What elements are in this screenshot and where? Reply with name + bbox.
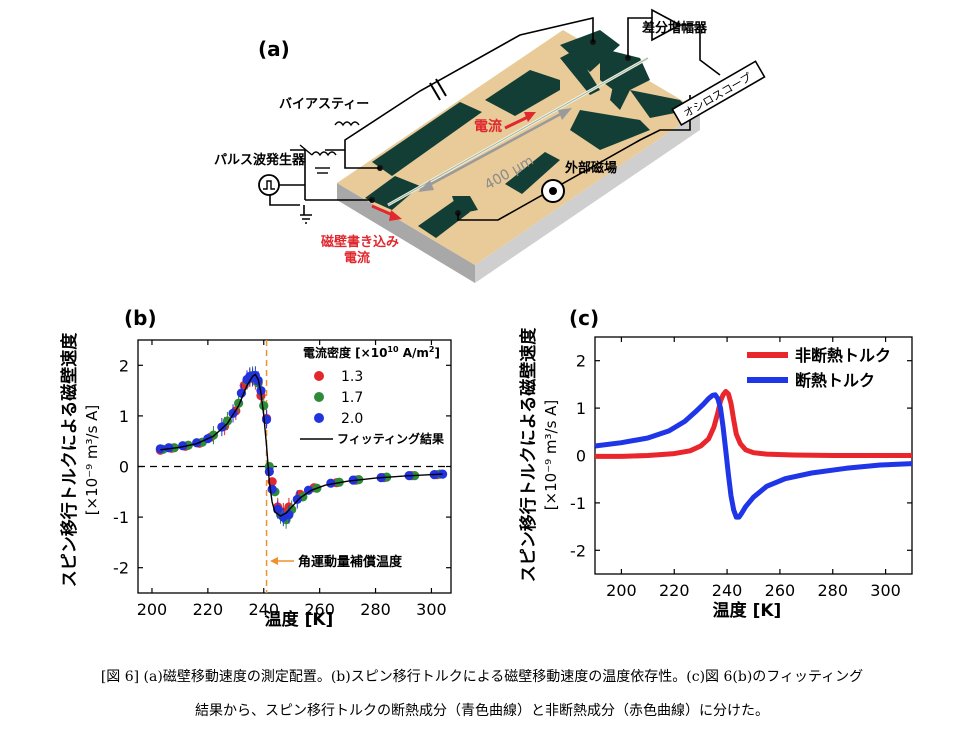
legend-fit-label: フィッティング結果 bbox=[337, 431, 444, 446]
x-tick-label: 200 bbox=[606, 581, 637, 600]
x-tick-label: 240 bbox=[712, 581, 743, 600]
legend-label-1.7: 1.7 bbox=[341, 390, 363, 406]
write-current-label-2: 電流 bbox=[344, 250, 370, 266]
y-tick-label: -1 bbox=[570, 494, 586, 513]
annotation-arrow-head bbox=[270, 557, 278, 565]
length-arrow bbox=[419, 108, 569, 192]
panel-c-chart: (c) スピン移行トルクによる磁壁速度 [×10⁻⁹ m³/s A] 200 22… bbox=[518, 306, 913, 621]
panel-c-ylabel-1: スピン移行トルクによる磁壁速度 bbox=[518, 327, 539, 582]
data-point-2.0 bbox=[192, 438, 202, 448]
oscilloscope-box: オシロスコープ bbox=[671, 60, 766, 127]
external-field-dot bbox=[549, 187, 557, 195]
nanowire-edge bbox=[387, 57, 649, 206]
panel-b-legend: 電流密度 [×1010 A/m2] 1.3 1.7 2.0 フィッティング結果 bbox=[300, 345, 444, 446]
legend-label-1.3: 1.3 bbox=[341, 369, 363, 385]
x-tick-label: 220 bbox=[193, 600, 224, 619]
data-point-2.0 bbox=[284, 509, 294, 520]
legend-label-adiabatic: 断熱トルク bbox=[795, 371, 875, 390]
x-tick-label: 260 bbox=[304, 600, 335, 619]
legend-label-2.0: 2.0 bbox=[341, 411, 363, 427]
panel-c-label: (c) bbox=[569, 306, 599, 330]
legend-marker-1.3 bbox=[314, 371, 324, 381]
pulse-icon bbox=[263, 180, 275, 190]
data-point-2.0 bbox=[267, 484, 277, 494]
panel-c-ylabel-2: [×10⁻⁹ m³/s A] bbox=[542, 400, 560, 511]
panel-c-legend: 非断熱トルク 断熱トルク bbox=[747, 346, 891, 390]
panel-b-plot-area: 200 220 240 260 280 300 -2 -1 0 1 2 bbox=[113, 339, 452, 619]
data-point-1.7 bbox=[259, 401, 269, 411]
data-point-2.0 bbox=[326, 478, 336, 488]
current-arrow bbox=[504, 114, 531, 130]
external-field-label: 外部磁場 bbox=[564, 160, 617, 176]
y-tick-label: 1 bbox=[576, 399, 586, 418]
series-line-adiabatic bbox=[594, 392, 913, 520]
wiring bbox=[269, 16, 691, 221]
y-tick-label: 1 bbox=[119, 407, 129, 426]
x-tick-label: 240 bbox=[248, 600, 279, 619]
panel-b-ylabel-1: スピン移行トルクによる磁壁速度 bbox=[59, 332, 80, 587]
current-arrow-head bbox=[524, 112, 536, 122]
panel-b-ylabel-2: [×10⁻⁹ m³/s A] bbox=[83, 405, 101, 516]
oscilloscope-label: オシロスコープ bbox=[681, 71, 754, 120]
panel-c-plot-area: 200 220 240 260 280 300 -2 -1 0 1 2 bbox=[570, 336, 913, 600]
data-point-2.0 bbox=[164, 443, 174, 453]
series-line-nonadiabatic bbox=[595, 389, 912, 459]
diff-amp-symbol bbox=[651, 8, 682, 42]
fit-line bbox=[160, 373, 443, 517]
y-tick-label: 2 bbox=[119, 356, 129, 375]
legend-marker-1.7 bbox=[314, 392, 324, 402]
x-tick-label: 260 bbox=[765, 581, 796, 600]
panel-b-xlabel: 温度 [K] bbox=[265, 609, 334, 630]
annotation-label: 角運動量補償温度 bbox=[298, 554, 403, 570]
x-tick-label: 280 bbox=[817, 581, 848, 600]
chip-side-front bbox=[337, 183, 475, 283]
data-point-2.0 bbox=[178, 441, 188, 451]
figure-caption-line-1: [図 6] (a)磁壁移動速度の測定配置。(b)スピン移行トルクによる磁壁移動速… bbox=[100, 669, 864, 685]
panel-a-measurement-setup: (a) 400 μm 電流 bbox=[214, 8, 766, 283]
compensation-annotation: 角運動量補償温度 bbox=[270, 554, 403, 570]
legend-label-nonadiabatic: 非断熱トルク bbox=[795, 346, 891, 365]
x-tick-label: 300 bbox=[870, 581, 901, 600]
data-point-2.0 bbox=[217, 422, 227, 432]
y-tick-label: -1 bbox=[113, 508, 129, 527]
write-current-label-1: 磁壁書き込み bbox=[321, 234, 399, 250]
current-label: 電流 bbox=[474, 118, 502, 135]
legend-title: 電流密度 [×1010 A/m2] bbox=[303, 345, 440, 360]
data-point-2.0 bbox=[236, 388, 247, 398]
data-point-2.0 bbox=[303, 485, 314, 495]
chip-top bbox=[337, 30, 700, 265]
x-tick-label: 200 bbox=[137, 600, 168, 619]
panel-b-chart: (b) スピン移行トルクによる磁壁速度 [×10⁻⁹ m³/s A] 200 22… bbox=[59, 306, 452, 630]
bias-tee-label: バイアスティー bbox=[279, 97, 369, 112]
y-tick-label: 0 bbox=[576, 447, 586, 466]
pulse-generator-label: パルス波発生器 bbox=[214, 152, 306, 168]
length-arrow-head-right bbox=[558, 108, 572, 120]
write-current-arrow-head bbox=[389, 210, 402, 221]
panel-a-label: (a) bbox=[258, 37, 290, 61]
figure-caption-line-2: 結果から、スピン移行トルクの断熱成分（青色曲線）と非断熱成分（赤色曲線）に分けた… bbox=[195, 703, 769, 719]
length-arrow-head-left bbox=[418, 180, 434, 192]
panel-c-xlabel: 温度 [K] bbox=[713, 600, 782, 621]
data-point-2.0 bbox=[264, 466, 274, 477]
diff-amp-label: 差分増幅器 bbox=[642, 20, 708, 36]
x-tick-label: 220 bbox=[659, 581, 690, 600]
legend-marker-2.0 bbox=[314, 413, 324, 423]
pulse-generator-symbol bbox=[258, 174, 280, 196]
y-tick-label: 2 bbox=[576, 352, 586, 371]
panel-b-label: (b) bbox=[124, 306, 157, 330]
bias-tee-symbol bbox=[299, 121, 360, 174]
capacitor bbox=[429, 78, 447, 101]
y-tick-label: 0 bbox=[119, 458, 129, 477]
x-tick-label: 280 bbox=[360, 600, 391, 619]
amp-output-wire bbox=[680, 24, 721, 76]
data-point-2.0 bbox=[292, 494, 302, 504]
y-tick-label: -2 bbox=[570, 541, 586, 560]
x-tick-label: 300 bbox=[416, 600, 447, 619]
data-point-2.0 bbox=[155, 444, 165, 454]
chip-side-right bbox=[475, 111, 700, 283]
data-point-2.0 bbox=[438, 469, 448, 479]
y-tick-label: -2 bbox=[113, 559, 129, 578]
ground-symbol bbox=[300, 214, 312, 224]
